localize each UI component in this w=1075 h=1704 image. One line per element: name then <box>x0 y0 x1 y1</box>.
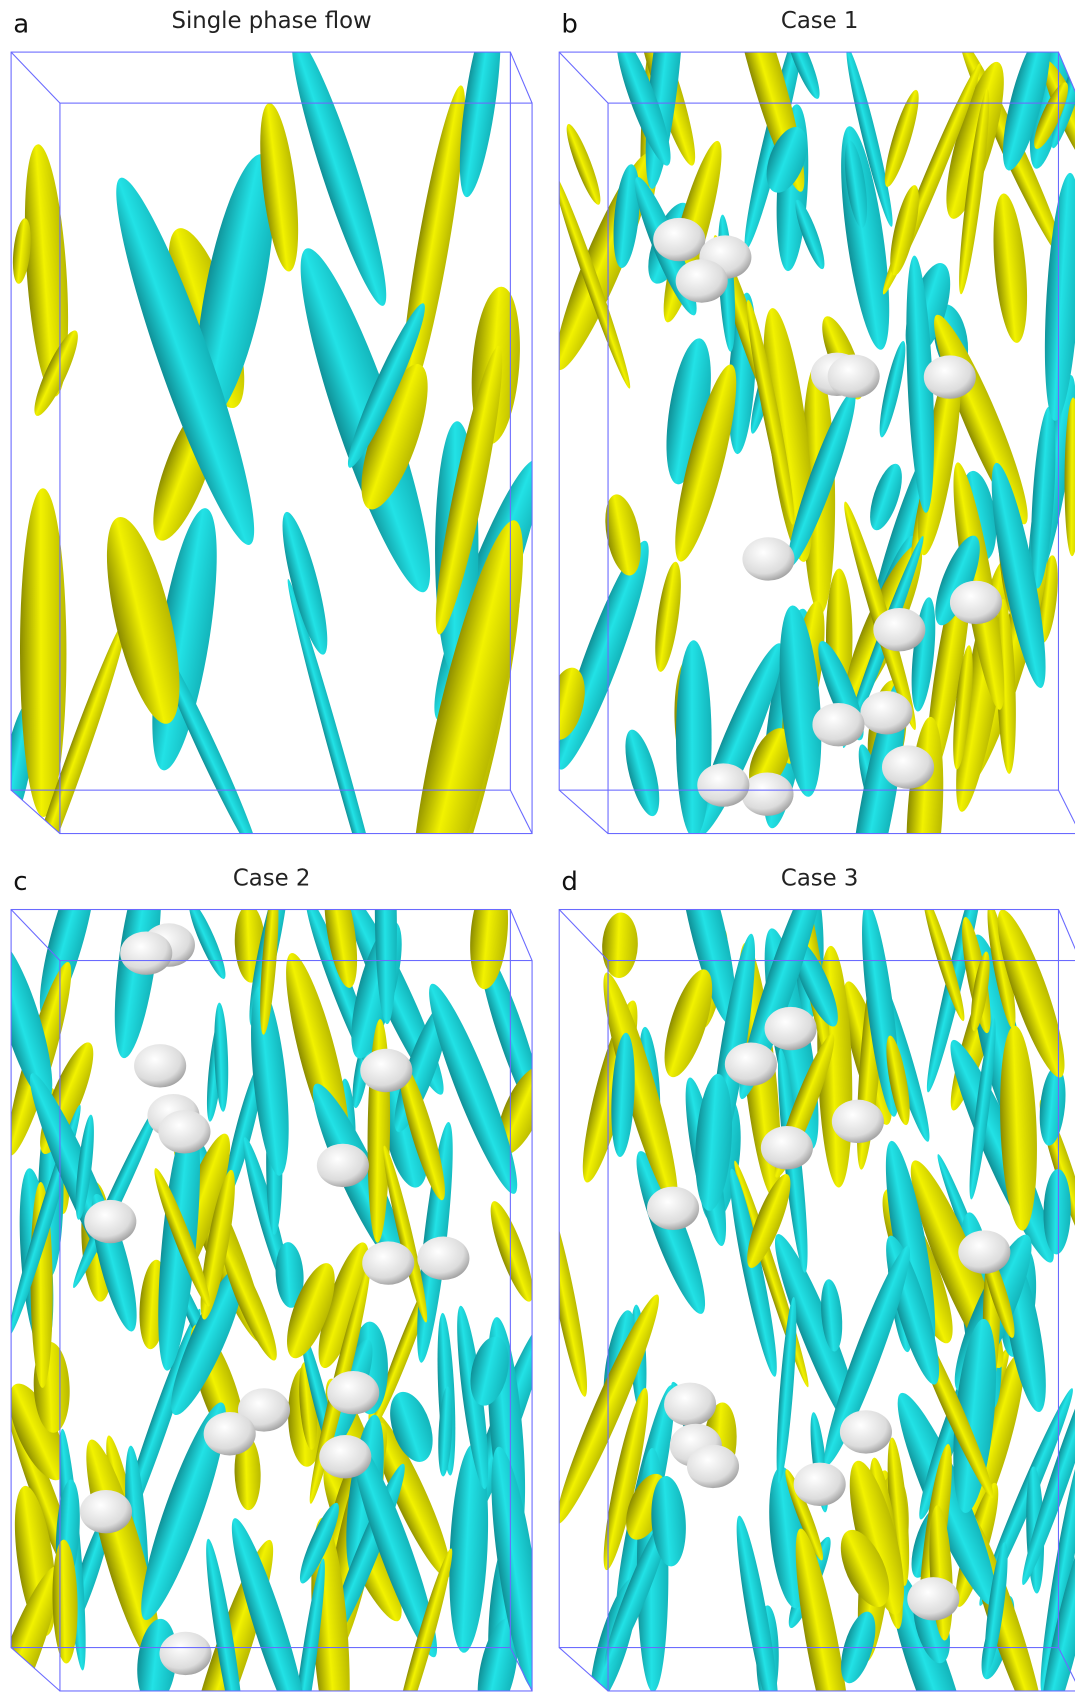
panel-title: Case 2 <box>233 866 311 892</box>
panel: a Single phase flow <box>0 5 557 964</box>
vortex-structure <box>466 875 513 991</box>
bubble <box>362 1241 414 1284</box>
vortex-structure <box>281 577 401 963</box>
bubble <box>873 608 925 651</box>
bubble <box>159 1632 211 1675</box>
box-edge <box>1058 910 1075 961</box>
panel-label: c <box>13 867 27 897</box>
bubble <box>924 355 976 398</box>
bubble <box>765 1007 817 1050</box>
vortex-field <box>0 812 557 1704</box>
bubble <box>84 1200 136 1243</box>
bubble <box>653 218 705 261</box>
bubble <box>676 259 728 302</box>
figure: a Single phase flow b Case 1 c Case 2 d Case 3 <box>0 0 1075 1704</box>
bubble <box>204 1412 256 1455</box>
bubble <box>647 1187 699 1230</box>
panel: c Case 2 <box>0 812 557 1704</box>
bubble <box>828 354 880 397</box>
vortex-field <box>0 5 557 964</box>
vortex-structure <box>618 727 666 820</box>
vortex-structure <box>875 340 910 439</box>
bubble <box>742 537 794 580</box>
bubble <box>134 1044 186 1087</box>
panel-label: a <box>13 10 29 40</box>
panel-label: b <box>561 10 578 40</box>
bubble <box>417 1237 469 1280</box>
bubble <box>327 1371 379 1414</box>
bubble <box>840 1410 892 1453</box>
bubble <box>958 1230 1010 1273</box>
bubble <box>360 1049 412 1092</box>
panel-label: d <box>561 867 578 897</box>
vortex-structure <box>988 192 1032 344</box>
page: {"panels": [ {"label": "a", "title": "Si… <box>0 0 1075 1704</box>
bubble <box>80 1490 132 1533</box>
bubble <box>120 931 172 974</box>
bubble <box>794 1463 846 1506</box>
bubble <box>158 1110 210 1153</box>
bubble <box>860 691 912 734</box>
box-edge <box>11 52 60 103</box>
box-edge <box>1058 790 1075 833</box>
vortex-field <box>540 0 1075 931</box>
vortex-structure <box>601 912 639 979</box>
vortex-structure <box>1043 1169 1072 1255</box>
bubble <box>950 581 1002 624</box>
vortex-structure <box>650 560 686 673</box>
bubble <box>697 763 749 806</box>
bubble <box>761 1126 813 1169</box>
vortex-structure <box>535 1193 594 1398</box>
box-edge <box>510 790 532 833</box>
vortex-structure <box>1036 1065 1068 1147</box>
bubble <box>319 1435 371 1478</box>
vortex-field <box>535 823 1075 1704</box>
bubble <box>317 1144 369 1187</box>
panel-title: Case 3 <box>781 866 859 892</box>
vortex-structure <box>561 121 606 207</box>
box-edge <box>559 52 608 103</box>
panel: d Case 3 <box>535 823 1075 1704</box>
box-edge <box>559 790 608 833</box>
bubble <box>832 1100 884 1143</box>
box-edge <box>510 910 532 961</box>
bubble <box>741 772 793 815</box>
bubble <box>812 703 864 746</box>
vortex-structure <box>278 30 399 311</box>
box-edge <box>559 910 608 961</box>
panel: b Case 1 <box>540 0 1075 931</box>
panel-title: Single phase flow <box>171 8 371 34</box>
box-edge <box>510 52 532 103</box>
bubble <box>882 745 934 788</box>
bubble <box>664 1383 716 1426</box>
panel-title: Case 1 <box>781 8 859 34</box>
vortex-structure <box>997 1025 1041 1231</box>
bubble <box>725 1042 777 1085</box>
vortex-structure <box>676 640 712 838</box>
bubble <box>687 1445 739 1488</box>
bubble <box>907 1577 959 1620</box>
